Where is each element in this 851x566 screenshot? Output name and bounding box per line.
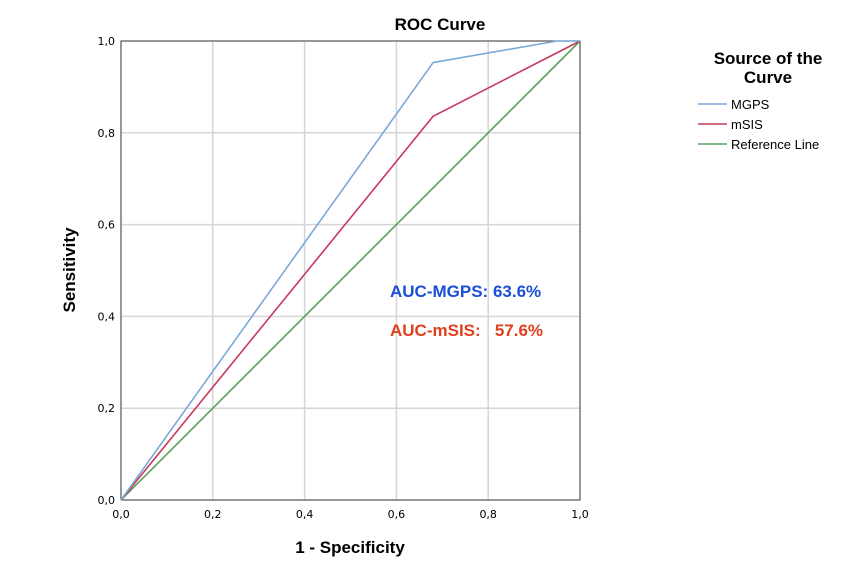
x-tick-label: 0,8 bbox=[479, 508, 497, 521]
legend-item-label: MGPS bbox=[731, 97, 770, 112]
x-tick-label: 0,0 bbox=[112, 508, 130, 521]
y-axis-label: Sensitivity bbox=[60, 227, 79, 313]
y-tick-label: 0,0 bbox=[98, 494, 116, 507]
legend: Source of the Curve MGPS mSIS Reference Li… bbox=[698, 49, 822, 152]
x-tick-label: 1,0 bbox=[571, 508, 589, 521]
x-tick-label: 0,2 bbox=[204, 508, 222, 521]
y-tick-label: 0,2 bbox=[98, 402, 116, 415]
tick-labels: 0,0 0,2 0,4 0,6 0,8 1,0 0,0 0,2 0,4 0,6 0,8 1,0 bbox=[98, 35, 589, 521]
x-tick-label: 0,6 bbox=[388, 508, 406, 521]
annotation-auc-mgps: AUC-MGPS: 63.6% bbox=[390, 282, 541, 301]
legend-item-label: mSIS bbox=[731, 117, 763, 132]
annotations: AUC-MGPS: 63.6% AUC-mSIS: 57.6% bbox=[390, 282, 543, 340]
legend-title-line-1: Source of the bbox=[714, 49, 823, 68]
y-tick-label: 0,8 bbox=[98, 127, 116, 140]
x-tick-label: 0,4 bbox=[296, 508, 314, 521]
y-tick-label: 0,4 bbox=[98, 310, 116, 323]
x-axis-label: 1 - Specificity bbox=[295, 538, 405, 557]
annotation-auc-msis: AUC-mSIS: 57.6% bbox=[390, 321, 543, 340]
series-line-reference-line bbox=[120, 40, 581, 501]
legend-title-line-2: Curve bbox=[744, 68, 792, 87]
chart-title: ROC Curve bbox=[395, 15, 486, 34]
y-tick-label: 0,6 bbox=[98, 219, 116, 232]
legend-items: MGPS mSIS Reference Line bbox=[698, 97, 819, 152]
series-line-mgps bbox=[120, 40, 580, 501]
series-layer bbox=[120, 40, 581, 501]
y-tick-label: 1,0 bbox=[98, 35, 116, 48]
series-line-msis bbox=[120, 40, 581, 501]
legend-item-label: Reference Line bbox=[731, 137, 819, 152]
plot-frame bbox=[120, 40, 581, 501]
